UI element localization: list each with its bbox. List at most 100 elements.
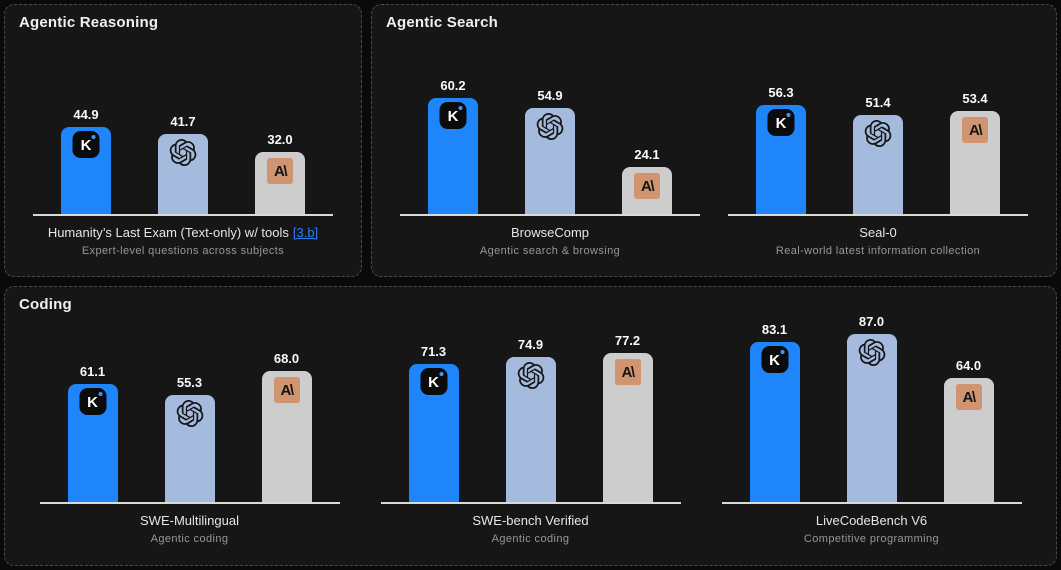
- bar-group: 41.7: [158, 115, 208, 214]
- plot-area: 83.1 K 87.0 64.0 A\: [701, 314, 1042, 502]
- bar-value-label: 56.3: [768, 85, 794, 100]
- benchmark-panel: Agentic Reasoning 44.9 K 41.7 32.0 A\ Hu…: [4, 4, 362, 277]
- x-axis-line: [33, 214, 333, 216]
- bar-group: 53.4 A\: [950, 92, 1000, 214]
- bar-value-label: 51.4: [865, 95, 891, 110]
- kimi-k-letter: K: [80, 136, 92, 154]
- anthropic-logo-icon: A\: [634, 173, 660, 199]
- kimi-k-letter: K: [769, 351, 780, 369]
- plot-area: 44.9 K 41.7 32.0 A\: [19, 44, 347, 214]
- bar-chart: 60.2 K 54.9 24.1 A\ BrowseComp Agentic s…: [386, 33, 714, 258]
- kimi-dot: [98, 392, 102, 396]
- kimi-dot: [439, 372, 443, 376]
- openai-bar: [525, 108, 575, 214]
- bar-value-label: 74.9: [517, 337, 544, 352]
- bar-value-label: 68.0: [273, 351, 300, 366]
- plot-area: 60.2 K 54.9 24.1 A\: [386, 44, 714, 214]
- anthropic-bar: A\: [950, 111, 1000, 214]
- anthropic-a-glyph: A\: [621, 363, 636, 381]
- panel-title: Coding: [19, 296, 72, 313]
- plot-area: 56.3 K 51.4 53.4 A\: [714, 44, 1042, 214]
- benchmark-name: SWE-Multilingual: [140, 513, 239, 529]
- bar-group: 51.4: [853, 96, 903, 214]
- kimi-logo-icon: K: [72, 131, 100, 158]
- charts-row: 60.2 K 54.9 24.1 A\ BrowseComp Agentic s…: [386, 33, 1042, 258]
- x-axis-line: [39, 502, 340, 504]
- top-row: Agentic Reasoning 44.9 K 41.7 32.0 A\ Hu…: [4, 4, 1057, 277]
- anthropic-bar: A\: [255, 152, 305, 214]
- anthropic-a-glyph: A\: [280, 381, 295, 399]
- kimi-bar: K: [756, 105, 806, 214]
- benchmark-description: Expert-level questions across subjects: [81, 245, 285, 258]
- openai-logo-icon: [864, 120, 892, 147]
- anthropic-a-glyph: A\: [962, 388, 977, 406]
- x-axis-line: [380, 502, 681, 504]
- kimi-logo-icon: K: [767, 109, 795, 136]
- bar-value-label: 87.0: [858, 314, 885, 329]
- bar-group: 74.9: [505, 337, 556, 502]
- kimi-k-letter: K: [428, 373, 439, 391]
- benchmark-description: Competitive programming: [803, 533, 940, 546]
- openai-bar: [846, 334, 897, 502]
- bar-group: 64.0 A\: [943, 358, 994, 502]
- anthropic-bar: A\: [943, 378, 994, 502]
- openai-logo-icon: [169, 139, 197, 166]
- bar-value-label: 32.0: [267, 132, 293, 147]
- kimi-dot: [780, 350, 784, 354]
- kimi-bar: K: [749, 342, 800, 502]
- kimi-logo-icon: K: [761, 346, 788, 373]
- x-axis-line: [728, 214, 1028, 216]
- bar-group: 56.3 K: [756, 86, 806, 214]
- bar-value-label: 44.9: [73, 107, 99, 122]
- kimi-dot: [786, 113, 791, 117]
- bar-value-label: 71.3: [420, 344, 447, 359]
- kimi-dot: [458, 106, 463, 110]
- bar-group: 24.1 A\: [622, 148, 672, 214]
- bar-value-label: 41.7: [170, 114, 196, 129]
- anthropic-a-glyph: A\: [274, 162, 288, 180]
- panel-title: Agentic Reasoning: [19, 14, 159, 31]
- anthropic-bar: A\: [261, 371, 312, 502]
- bar-group: 71.3 K: [408, 344, 459, 502]
- bar-group: 83.1 K: [749, 322, 800, 502]
- anthropic-logo-icon: A\: [267, 158, 293, 184]
- openai-logo-icon: [517, 362, 544, 389]
- benchmark-name-text: Humanity’s Last Exam (Text-only) w/ tool…: [47, 224, 289, 240]
- benchmark-panel: Agentic Search 60.2 K 54.9 24.1 A\ Brows…: [371, 4, 1057, 277]
- benchmark-description: Real-world latest information collection: [775, 245, 981, 258]
- anthropic-logo-icon: A\: [273, 377, 300, 403]
- bar-chart: 44.9 K 41.7 32.0 A\ Humanity’s Last Exam…: [19, 33, 347, 258]
- bar-value-label: 53.4: [962, 91, 988, 106]
- bar-chart: 56.3 K 51.4 53.4 A\ Seal-0 Real-world la…: [714, 33, 1042, 258]
- reference-link[interactable]: [3.b]: [292, 224, 319, 240]
- bar-group: 55.3: [164, 376, 215, 502]
- openai-bar: [853, 115, 903, 214]
- benchmark-name: Seal-0: [859, 225, 897, 241]
- anthropic-bar: A\: [622, 167, 672, 214]
- bar-group: 32.0 A\: [255, 133, 305, 214]
- kimi-k-letter: K: [775, 114, 787, 132]
- bar-chart: 71.3 K 74.9 77.2 A\ SWE-bench Verified A…: [360, 315, 701, 546]
- benchmark-description: Agentic search & browsing: [479, 245, 621, 258]
- bar-value-label: 24.1: [634, 147, 660, 162]
- benchmark-name: Humanity’s Last Exam (Text-only) w/ tool…: [48, 225, 318, 241]
- bar-value-label: 77.2: [614, 333, 641, 348]
- kimi-bar: K: [61, 127, 111, 214]
- kimi-bar: K: [428, 98, 478, 214]
- kimi-logo-icon: K: [439, 102, 467, 129]
- bar-group: 87.0: [846, 314, 897, 502]
- bar-value-label: 64.0: [955, 358, 982, 373]
- openai-bar: [164, 395, 215, 502]
- openai-logo-icon: [536, 113, 564, 140]
- bar-group: 54.9: [525, 89, 575, 214]
- benchmark-name: SWE-bench Verified: [472, 513, 588, 529]
- bar-value-label: 83.1: [761, 322, 788, 337]
- anthropic-logo-icon: A\: [962, 117, 988, 143]
- anthropic-logo-icon: A\: [614, 359, 641, 385]
- bar-group: 61.1 K: [67, 365, 118, 502]
- openai-logo-icon: [858, 339, 885, 366]
- benchmark-name-text: LiveCodeBench V6: [815, 512, 928, 528]
- bar-chart: 61.1 K 55.3 68.0 A\ SWE-Multilingual Age…: [19, 315, 360, 546]
- kimi-bar: K: [67, 384, 118, 502]
